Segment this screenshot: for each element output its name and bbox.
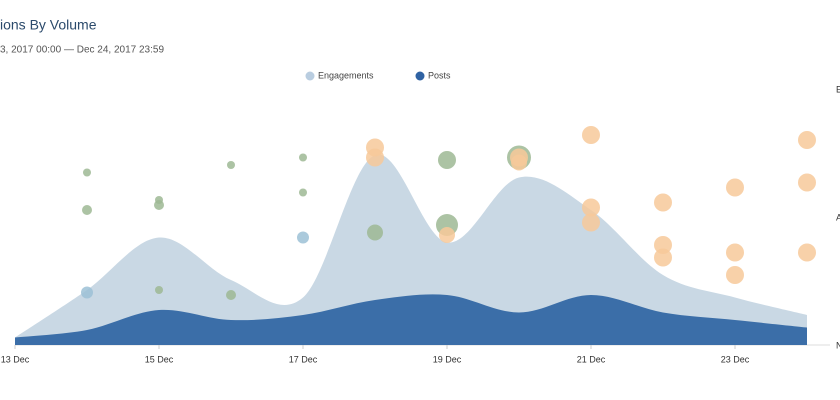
bubble [299, 153, 307, 162]
bubble [726, 266, 744, 284]
bubble [366, 148, 384, 167]
chart-title: ions By Volume [0, 17, 97, 33]
x-tick-label: 19 Dec [433, 354, 462, 364]
bubble [582, 126, 600, 144]
bubble [227, 161, 235, 169]
bubble [367, 224, 383, 241]
bubble [155, 286, 163, 294]
bubble [654, 236, 672, 254]
bubble [439, 227, 455, 243]
x-tick-label: 21 Dec [577, 354, 606, 364]
bubble [297, 231, 309, 244]
x-tick-label: 17 Dec [289, 354, 318, 364]
area [15, 294, 807, 345]
bubble [726, 178, 744, 197]
x-tick-label: 23 Dec [721, 354, 750, 364]
bubble [81, 286, 93, 299]
right-axis-label: N [836, 340, 840, 350]
right-axis-label: A [836, 212, 840, 222]
bubble [154, 200, 164, 210]
bubble [654, 193, 672, 212]
bubble [511, 154, 527, 171]
bubble [83, 168, 91, 177]
bubble [726, 243, 744, 262]
x-tick-label: 13 Dec [1, 354, 30, 364]
bubble [82, 205, 92, 215]
legend-label: Posts [428, 70, 451, 80]
bubble [798, 173, 816, 192]
bubble [654, 248, 672, 267]
bubble [582, 213, 600, 232]
legend-swatch [305, 71, 315, 81]
legend-swatch [415, 71, 425, 81]
x-tick-label: 15 Dec [145, 354, 174, 364]
chart-subtitle: 3, 2017 00:00 — Dec 24, 2017 23:59 [0, 45, 164, 56]
bubble [582, 198, 600, 217]
bubble [299, 188, 307, 197]
bubble [798, 243, 816, 262]
bubble [226, 290, 236, 300]
bubble [438, 151, 456, 169]
legend-label: Engagements [318, 70, 374, 80]
right-axis-label: E [836, 84, 840, 94]
bubble [798, 131, 816, 149]
